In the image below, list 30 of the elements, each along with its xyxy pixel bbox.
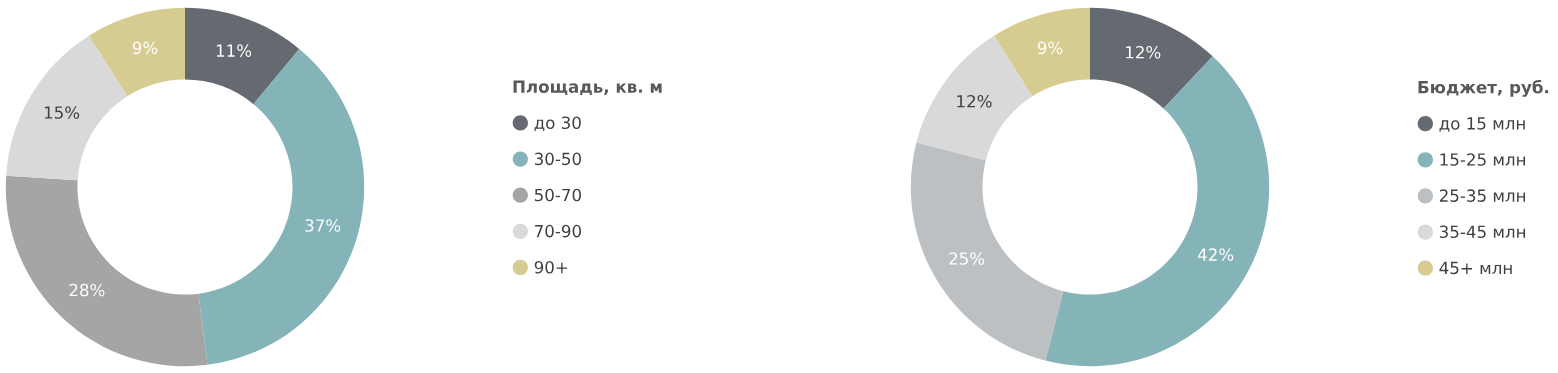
legend-label: до 15 млн: [1439, 117, 1525, 132]
data-label: 11%: [216, 44, 252, 57]
data-label: 9%: [132, 41, 158, 55]
legend-label: 25-35 млн: [1439, 189, 1525, 202]
legend-label: 90+: [534, 260, 568, 274]
data-label: 25%: [949, 252, 985, 265]
donut-slice: [5, 175, 208, 367]
legend-label: 30-50: [534, 152, 581, 166]
legend-label: 15-25 млн: [1440, 153, 1525, 166]
donut-slice: [916, 35, 1033, 161]
donut-slice: [185, 7, 300, 105]
data-label: 12%: [957, 94, 992, 108]
donut-slice: [993, 7, 1090, 97]
data-label: 15%: [44, 106, 80, 119]
donut-slice: [1090, 7, 1213, 109]
legend-label: 35-45 млн: [1439, 225, 1525, 239]
data-label: 9%: [1037, 41, 1063, 55]
legend-label: до 30: [534, 116, 581, 132]
donut-slice: [910, 142, 1064, 361]
data-label: 28%: [69, 283, 105, 297]
legend-title: Площадь, кв. м: [513, 80, 662, 96]
data-label: 42%: [1197, 248, 1234, 261]
legend-label: 45+ млн: [1439, 261, 1512, 275]
data-label: 37%: [305, 219, 341, 232]
legend-label: 50-70: [534, 188, 581, 202]
legend-label: 70-90: [535, 224, 581, 238]
data-label: 12%: [1126, 45, 1161, 59]
donut-slice: [88, 7, 185, 97]
legend-title: Бюджет, руб.: [1418, 80, 1549, 97]
donut-slice: [6, 35, 128, 181]
